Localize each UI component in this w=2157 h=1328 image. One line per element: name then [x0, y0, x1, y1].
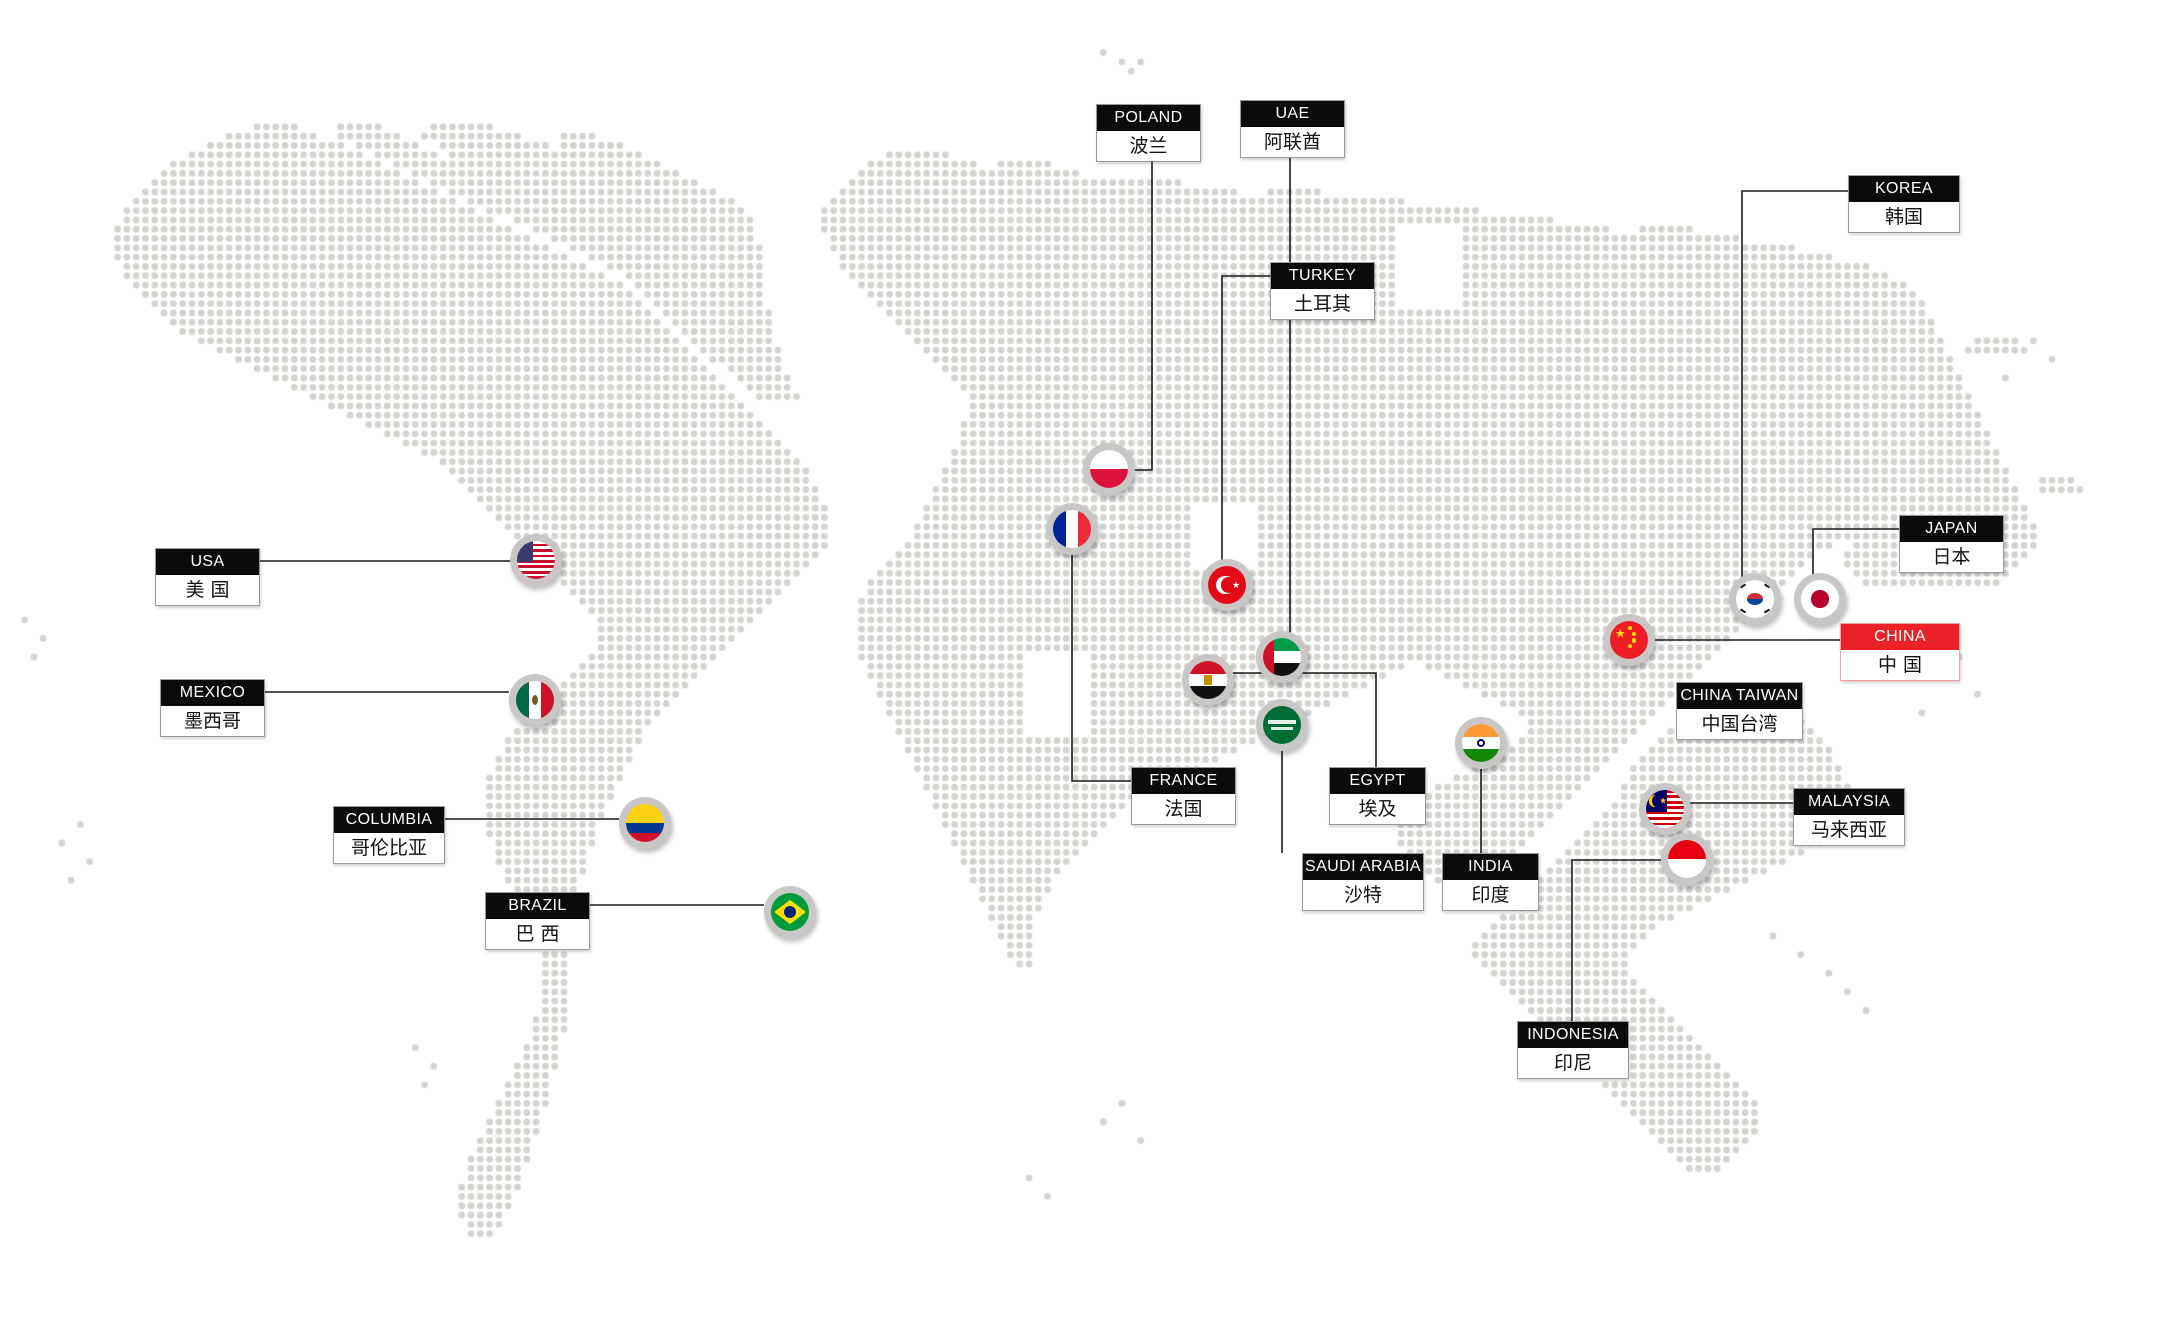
flag-badge-mexico[interactable] [509, 674, 561, 726]
flag-badge-uae[interactable] [1256, 631, 1308, 683]
flag-badge-brazil[interactable] [764, 886, 816, 938]
country-label-zh-poland: 波兰 [1097, 131, 1200, 161]
flag-badge-korea[interactable] [1729, 573, 1781, 625]
country-label-malaysia[interactable]: MALAYSIA 马来西亚 [1793, 788, 1905, 846]
country-label-turkey[interactable]: TURKEY 土耳其 [1270, 262, 1375, 320]
flag-badge-egypt[interactable] [1182, 654, 1234, 706]
country-label-zh-china_taiwan: 中国台湾 [1677, 709, 1802, 739]
flag-badge-china[interactable] [1603, 614, 1655, 666]
country-label-saudi[interactable]: SAUDI ARABIA 沙特 [1302, 853, 1424, 911]
flag-icon-usa [517, 541, 555, 579]
country-label-en-usa: USA [156, 549, 259, 575]
country-label-egypt[interactable]: EGYPT 埃及 [1329, 767, 1426, 825]
flag-badge-indonesia[interactable] [1661, 833, 1713, 885]
country-label-zh-columbia: 哥伦比亚 [334, 833, 444, 863]
country-label-columbia[interactable]: COLUMBIA 哥伦比亚 [333, 806, 445, 864]
country-label-zh-japan: 日本 [1900, 542, 2003, 572]
country-label-en-turkey: TURKEY [1271, 263, 1374, 289]
country-label-zh-uae: 阿联酋 [1241, 127, 1344, 157]
country-label-zh-france: 法国 [1132, 794, 1235, 824]
country-label-mexico[interactable]: MEXICO 墨西哥 [160, 679, 265, 737]
country-label-indonesia[interactable]: INDONESIA 印尼 [1517, 1021, 1629, 1079]
flag-icon-saudi [1263, 706, 1301, 744]
flag-badge-france[interactable] [1046, 503, 1098, 555]
flag-icon-egypt [1189, 661, 1227, 699]
flag-badge-india[interactable] [1455, 717, 1507, 769]
flag-badge-usa[interactable] [510, 534, 562, 586]
country-label-en-brazil: BRAZIL [486, 893, 589, 919]
country-label-en-saudi: SAUDI ARABIA [1303, 854, 1423, 880]
country-label-zh-china: 中 国 [1841, 650, 1959, 680]
flag-badge-turkey[interactable] [1201, 559, 1253, 611]
country-label-brazil[interactable]: BRAZIL 巴 西 [485, 892, 590, 950]
flag-icon-malaysia [1646, 790, 1684, 828]
flag-icon-brazil [771, 893, 809, 931]
country-label-en-china_taiwan: CHINA TAIWAN [1677, 683, 1802, 709]
country-label-en-japan: JAPAN [1900, 516, 2003, 542]
flag-icon-mexico [516, 681, 554, 719]
flag-icon-poland [1090, 450, 1128, 488]
flag-icon-turkey [1208, 566, 1246, 604]
flag-badge-poland[interactable] [1083, 443, 1135, 495]
country-label-en-korea: KOREA [1849, 176, 1959, 202]
country-label-zh-saudi: 沙特 [1303, 880, 1423, 910]
country-label-usa[interactable]: USA 美 国 [155, 548, 260, 606]
flag-icon-india [1462, 724, 1500, 762]
flag-icon-korea [1736, 580, 1774, 618]
flag-icon-columbia [626, 804, 664, 842]
country-label-en-france: FRANCE [1132, 768, 1235, 794]
country-label-zh-mexico: 墨西哥 [161, 706, 264, 736]
country-label-zh-india: 印度 [1443, 880, 1538, 910]
flag-badge-japan[interactable] [1794, 573, 1846, 625]
flag-icon-china [1610, 621, 1648, 659]
country-label-en-columbia: COLUMBIA [334, 807, 444, 833]
flag-icon-france [1053, 510, 1091, 548]
country-label-zh-usa: 美 国 [156, 575, 259, 605]
country-label-uae[interactable]: UAE 阿联酋 [1240, 100, 1345, 158]
country-label-zh-brazil: 巴 西 [486, 919, 589, 949]
flag-badge-malaysia[interactable] [1639, 783, 1691, 835]
flag-icon-indonesia [1668, 840, 1706, 878]
flag-badge-saudi[interactable] [1256, 699, 1308, 751]
country-label-china[interactable]: CHINA 中 国 [1840, 623, 1960, 681]
country-label-zh-indonesia: 印尼 [1518, 1048, 1628, 1078]
country-label-korea[interactable]: KOREA 韩国 [1848, 175, 1960, 233]
country-label-en-indonesia: INDONESIA [1518, 1022, 1628, 1048]
country-label-en-india: INDIA [1443, 854, 1538, 880]
flag-badge-columbia[interactable] [619, 797, 671, 849]
country-label-japan[interactable]: JAPAN 日本 [1899, 515, 2004, 573]
flag-icon-uae [1263, 638, 1301, 676]
country-label-zh-turkey: 土耳其 [1271, 289, 1374, 319]
flag-icon-japan [1801, 580, 1839, 618]
country-label-china_taiwan[interactable]: CHINA TAIWAN 中国台湾 [1676, 682, 1803, 740]
country-label-en-poland: POLAND [1097, 105, 1200, 131]
country-label-france[interactable]: FRANCE 法国 [1131, 767, 1236, 825]
country-label-en-mexico: MEXICO [161, 680, 264, 706]
country-label-en-malaysia: MALAYSIA [1794, 789, 1904, 815]
country-label-en-uae: UAE [1241, 101, 1344, 127]
country-label-en-china: CHINA [1841, 624, 1959, 650]
country-label-zh-korea: 韩国 [1849, 202, 1959, 232]
country-label-india[interactable]: INDIA 印度 [1442, 853, 1539, 911]
country-label-zh-egypt: 埃及 [1330, 794, 1425, 824]
country-label-poland[interactable]: POLAND 波兰 [1096, 104, 1201, 162]
country-label-zh-malaysia: 马来西亚 [1794, 815, 1904, 845]
country-label-en-egypt: EGYPT [1330, 768, 1425, 794]
